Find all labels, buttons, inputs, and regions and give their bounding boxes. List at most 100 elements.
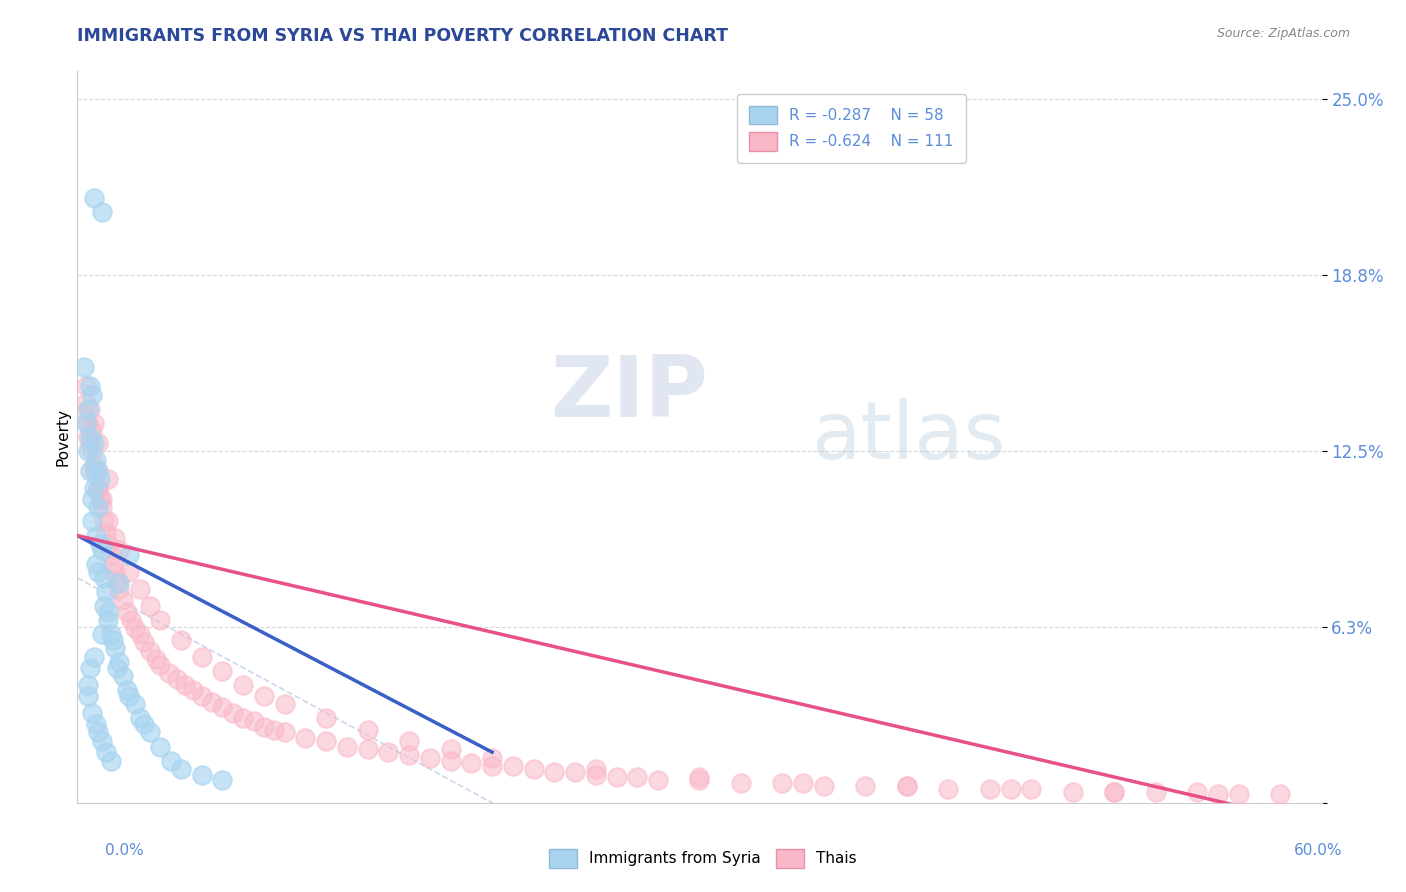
Point [502,759,524,773]
Point [93,571,115,585]
Point [139,644,162,658]
Point [460,756,482,771]
Point [1206,788,1229,802]
Point [174,678,197,692]
Point [87,500,110,515]
Point [128,582,150,596]
Point [76,416,98,430]
Point [89,491,111,506]
Point [315,734,337,748]
Point [76,430,98,444]
Point [97,613,120,627]
Point [79,430,101,444]
Point [83,435,105,450]
Point [232,678,254,692]
Point [80,706,103,720]
Point [263,723,285,737]
Point [75,416,97,430]
Point [115,605,138,619]
Point [1187,784,1209,798]
Point [439,742,461,756]
Point [585,762,607,776]
Point [896,779,918,793]
Point [222,706,245,720]
Point [93,599,115,613]
Point [105,574,128,588]
Point [76,689,98,703]
Point [1000,781,1022,796]
Point [190,689,214,703]
Point [253,689,276,703]
Point [273,698,295,712]
Point [91,542,114,557]
Point [201,694,224,708]
Point [1021,781,1043,796]
Point [211,700,233,714]
Legend: R = -0.287    N = 58, R = -0.624    N = 111: R = -0.287 N = 58, R = -0.624 N = 111 [737,94,966,163]
Point [606,771,628,785]
Point [97,472,120,486]
Point [84,452,107,467]
Point [83,649,105,664]
Point [689,771,711,785]
Point [139,725,162,739]
Point [1268,788,1291,802]
Point [101,557,124,571]
Point [139,599,162,613]
Point [80,515,103,529]
Point [120,613,142,627]
Point [585,767,607,781]
Point [96,745,118,759]
Point [79,379,101,393]
Text: Source: ZipAtlas.com: Source: ZipAtlas.com [1216,27,1350,40]
Point [84,717,107,731]
Point [647,773,669,788]
Point [96,584,118,599]
Point [87,481,110,495]
Point [91,627,114,641]
Text: atlas: atlas [811,398,1005,476]
Point [124,621,146,635]
Point [80,388,103,402]
Point [79,661,101,675]
Point [124,698,146,712]
Point [792,776,814,790]
Point [543,764,565,779]
Point [84,464,107,478]
Point [83,481,105,495]
Point [100,754,122,768]
Point [896,779,918,793]
Point [87,565,110,579]
Point [87,481,110,495]
Point [132,717,155,731]
Point [104,532,127,546]
Point [104,565,127,579]
Point [91,205,114,219]
Point [118,548,141,562]
Point [115,683,138,698]
Point [76,678,98,692]
Point [91,491,114,506]
Point [232,711,254,725]
Point [75,379,97,393]
Point [183,683,205,698]
Point [294,731,316,745]
Point [107,542,129,557]
Point [79,435,101,450]
Point [100,627,122,641]
Point [149,657,172,672]
Point [211,773,233,788]
Point [315,711,337,725]
Point [398,734,420,748]
Point [979,781,1001,796]
Point [170,632,193,647]
Point [128,627,150,641]
Point [83,416,105,430]
Point [105,661,128,675]
Text: IMMIGRANTS FROM SYRIA VS THAI POVERTY CORRELATION CHART: IMMIGRANTS FROM SYRIA VS THAI POVERTY CO… [77,27,728,45]
Point [93,515,115,529]
Point [481,759,503,773]
Point [91,734,114,748]
Point [83,191,105,205]
Point [149,739,172,754]
